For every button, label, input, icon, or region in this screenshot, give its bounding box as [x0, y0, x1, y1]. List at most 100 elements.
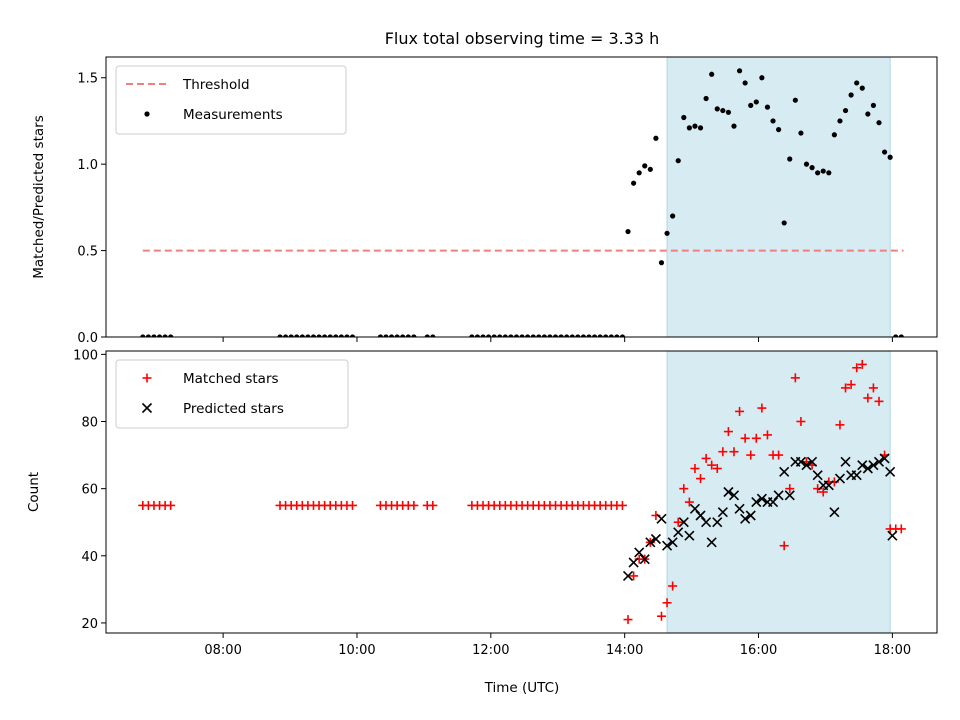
predicted-x-b — [801, 460, 812, 471]
predicted-star-point — [840, 456, 851, 467]
measurement-point — [703, 95, 709, 102]
measurement-point — [686, 125, 692, 131]
predicted-star-point — [723, 486, 734, 498]
matched-star-point — [740, 433, 750, 443]
top-legend-label: Measurements — [183, 107, 283, 123]
matched-star-point — [428, 500, 438, 510]
measurement-point — [842, 107, 849, 114]
measurement-point — [636, 170, 642, 176]
measurement-point — [338, 334, 344, 337]
matched-star-point — [617, 500, 627, 510]
measurement-point — [748, 102, 754, 108]
matched-star-point — [656, 611, 666, 621]
predicted-x-b — [857, 460, 868, 471]
predicted-star-point — [857, 460, 868, 471]
predicted-star-point — [678, 517, 689, 528]
predicted-star-point — [695, 510, 706, 521]
measurement-point — [480, 334, 486, 337]
predicted-x-b — [723, 486, 734, 498]
measurement-point — [736, 68, 743, 74]
predicted-star-point — [868, 460, 879, 471]
matched-star-point — [779, 541, 789, 551]
predicted-x-b — [840, 456, 851, 467]
measurement-point — [725, 109, 732, 115]
predicted-star-point — [756, 493, 767, 504]
matched-star-point — [852, 363, 862, 373]
measurement-point — [541, 334, 547, 337]
predicted-star-point — [873, 456, 885, 467]
predicted-x-b — [728, 490, 740, 501]
predicted-star-point — [851, 470, 862, 481]
measurement-point — [513, 334, 520, 337]
predicted-x-b — [684, 530, 695, 541]
measurement-point — [491, 334, 497, 337]
measurement-point — [709, 71, 715, 77]
measurement-point — [798, 130, 804, 136]
measurement-point — [424, 334, 430, 337]
measurement-point — [564, 334, 570, 337]
measurement-point — [597, 334, 603, 337]
measurement-point — [625, 228, 631, 235]
measurement-point — [787, 156, 793, 162]
measurement-point — [848, 92, 854, 98]
predicted-x-b — [823, 480, 834, 491]
top-y-tick-label: 0.0 — [77, 331, 98, 346]
measurement-point — [580, 334, 587, 337]
measurement-point — [140, 334, 146, 337]
predicted-x-b — [673, 527, 684, 538]
predicted-x-b — [873, 456, 885, 467]
predicted-star-point — [650, 533, 661, 545]
measurement-point — [608, 334, 614, 337]
measurement-point — [333, 334, 339, 337]
matched-star-point — [629, 571, 639, 581]
measurement-point — [826, 170, 832, 176]
predicted-x-b — [812, 470, 823, 481]
predicted-x-b — [740, 513, 751, 524]
matched-star-point — [690, 464, 700, 473]
measurement-point — [168, 334, 174, 337]
predicted-x-b — [717, 507, 728, 518]
matched-star-point — [846, 380, 856, 390]
measurement-point — [865, 111, 871, 117]
measurement-point — [547, 334, 553, 337]
bottom-panel: 20 40 60 80 100 08:00 10:00 12:00 14:00 16:00 18:0… — [26, 348, 938, 658]
predicted-x-b — [656, 513, 667, 524]
matched-star-point — [723, 427, 733, 437]
predicted-x-b — [829, 507, 840, 518]
measurement-point — [692, 123, 698, 129]
measurement-point — [893, 334, 899, 337]
x-tick-label: 16:00 — [740, 643, 777, 658]
predicted-star-point — [701, 517, 712, 528]
measurement-point — [764, 104, 771, 110]
legend-measurements-swatch — [144, 111, 150, 117]
measurement-point — [742, 80, 748, 86]
matched-star-point — [896, 524, 906, 534]
matched-star-point — [684, 497, 694, 507]
bottom-observing-window-band — [666, 350, 891, 634]
measurement-point — [394, 334, 400, 337]
measurement-point — [803, 161, 810, 167]
predicted-x-b — [807, 456, 818, 467]
matched-star-point — [409, 500, 419, 510]
measurement-point — [898, 334, 904, 337]
bottom-y-axis-label: Count — [26, 472, 42, 512]
measurement-point — [753, 99, 759, 105]
matched-star-point — [735, 406, 745, 416]
matched-star-point — [696, 474, 706, 484]
measurement-point — [792, 97, 798, 103]
measurement-point — [664, 230, 670, 236]
measurement-point — [310, 334, 317, 337]
predicted-star-point — [834, 473, 846, 484]
predicted-x-b — [706, 537, 717, 548]
measurement-point — [815, 170, 821, 176]
x-tick-label: 18:00 — [874, 643, 911, 658]
predicted-x-b — [645, 537, 656, 548]
measurement-point — [569, 334, 575, 337]
predicted-x-b — [689, 503, 701, 514]
predicted-star-point — [779, 466, 790, 477]
measurement-point — [854, 80, 860, 86]
bottom-legend-label: Matched stars — [183, 371, 279, 387]
bottom-y-tick-label: 40 — [81, 550, 98, 565]
matched-star-point — [835, 420, 845, 430]
